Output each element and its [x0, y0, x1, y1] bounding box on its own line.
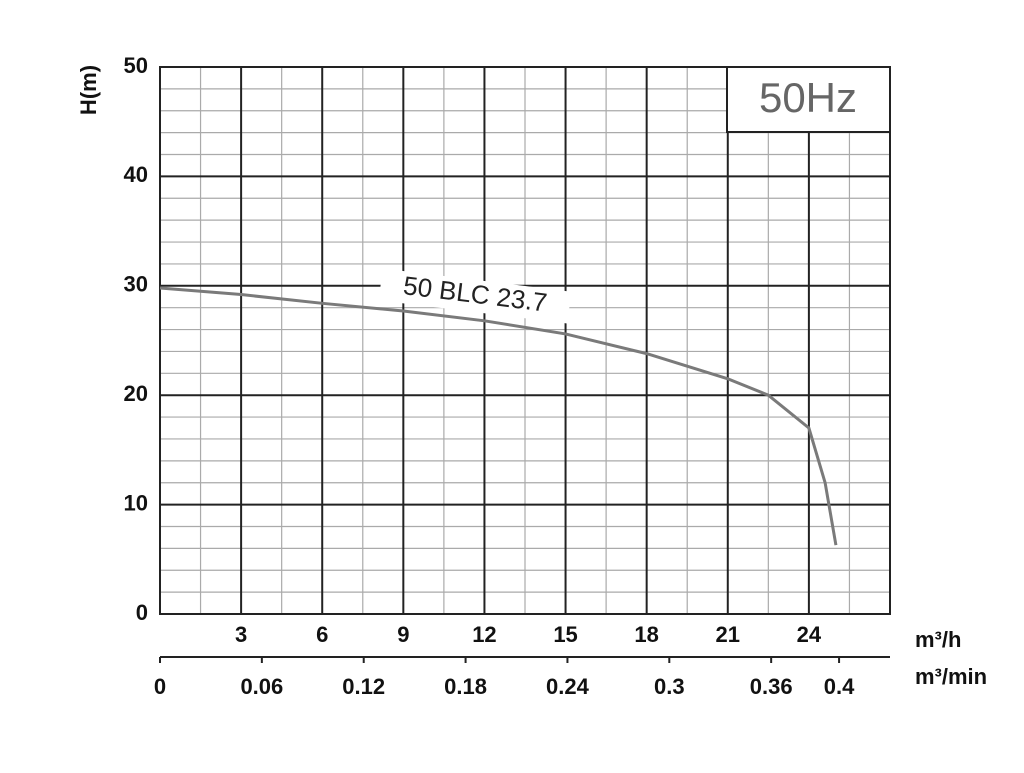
curve — [159, 286, 838, 546]
y-tick-label: 10 — [124, 490, 148, 515]
x-tick-label: 9 — [397, 622, 409, 647]
x2-tick-label: 0 — [154, 674, 166, 699]
y-axis-label: H(m) — [76, 65, 101, 115]
plot-frame — [159, 66, 891, 615]
x-tick-label: 21 — [716, 622, 740, 647]
series-label-bg — [378, 268, 572, 324]
annotation-box — [726, 66, 891, 133]
x-tick-label: 6 — [316, 622, 328, 647]
x-axis-label: m³/h — [915, 627, 961, 652]
x2-tick-label: 0.06 — [240, 674, 283, 699]
x-tick-label: 3 — [235, 622, 247, 647]
y-tick-label: 0 — [136, 600, 148, 625]
x2-tick-label: 0.36 — [750, 674, 793, 699]
x2-tick-label: 0.18 — [444, 674, 487, 699]
x-tick-label: 18 — [634, 622, 658, 647]
x-tick-label: 15 — [553, 622, 577, 647]
x-tick-label: 12 — [472, 622, 496, 647]
x2-tick-label: 0.3 — [654, 674, 685, 699]
y-tick-label: 40 — [124, 162, 148, 187]
x2-tick-label: 0.24 — [546, 674, 590, 699]
y-tick-label: 30 — [124, 272, 148, 297]
y-tick-label: 50 — [124, 53, 148, 78]
x2-axis-label: m³/min — [915, 664, 987, 689]
x2-tick-label: 0.4 — [824, 674, 855, 699]
x2-tick-label: 0.12 — [342, 674, 385, 699]
y-tick-label: 20 — [124, 381, 148, 406]
x-tick-label: 24 — [797, 622, 822, 647]
annotation: 50Hz — [759, 74, 857, 121]
